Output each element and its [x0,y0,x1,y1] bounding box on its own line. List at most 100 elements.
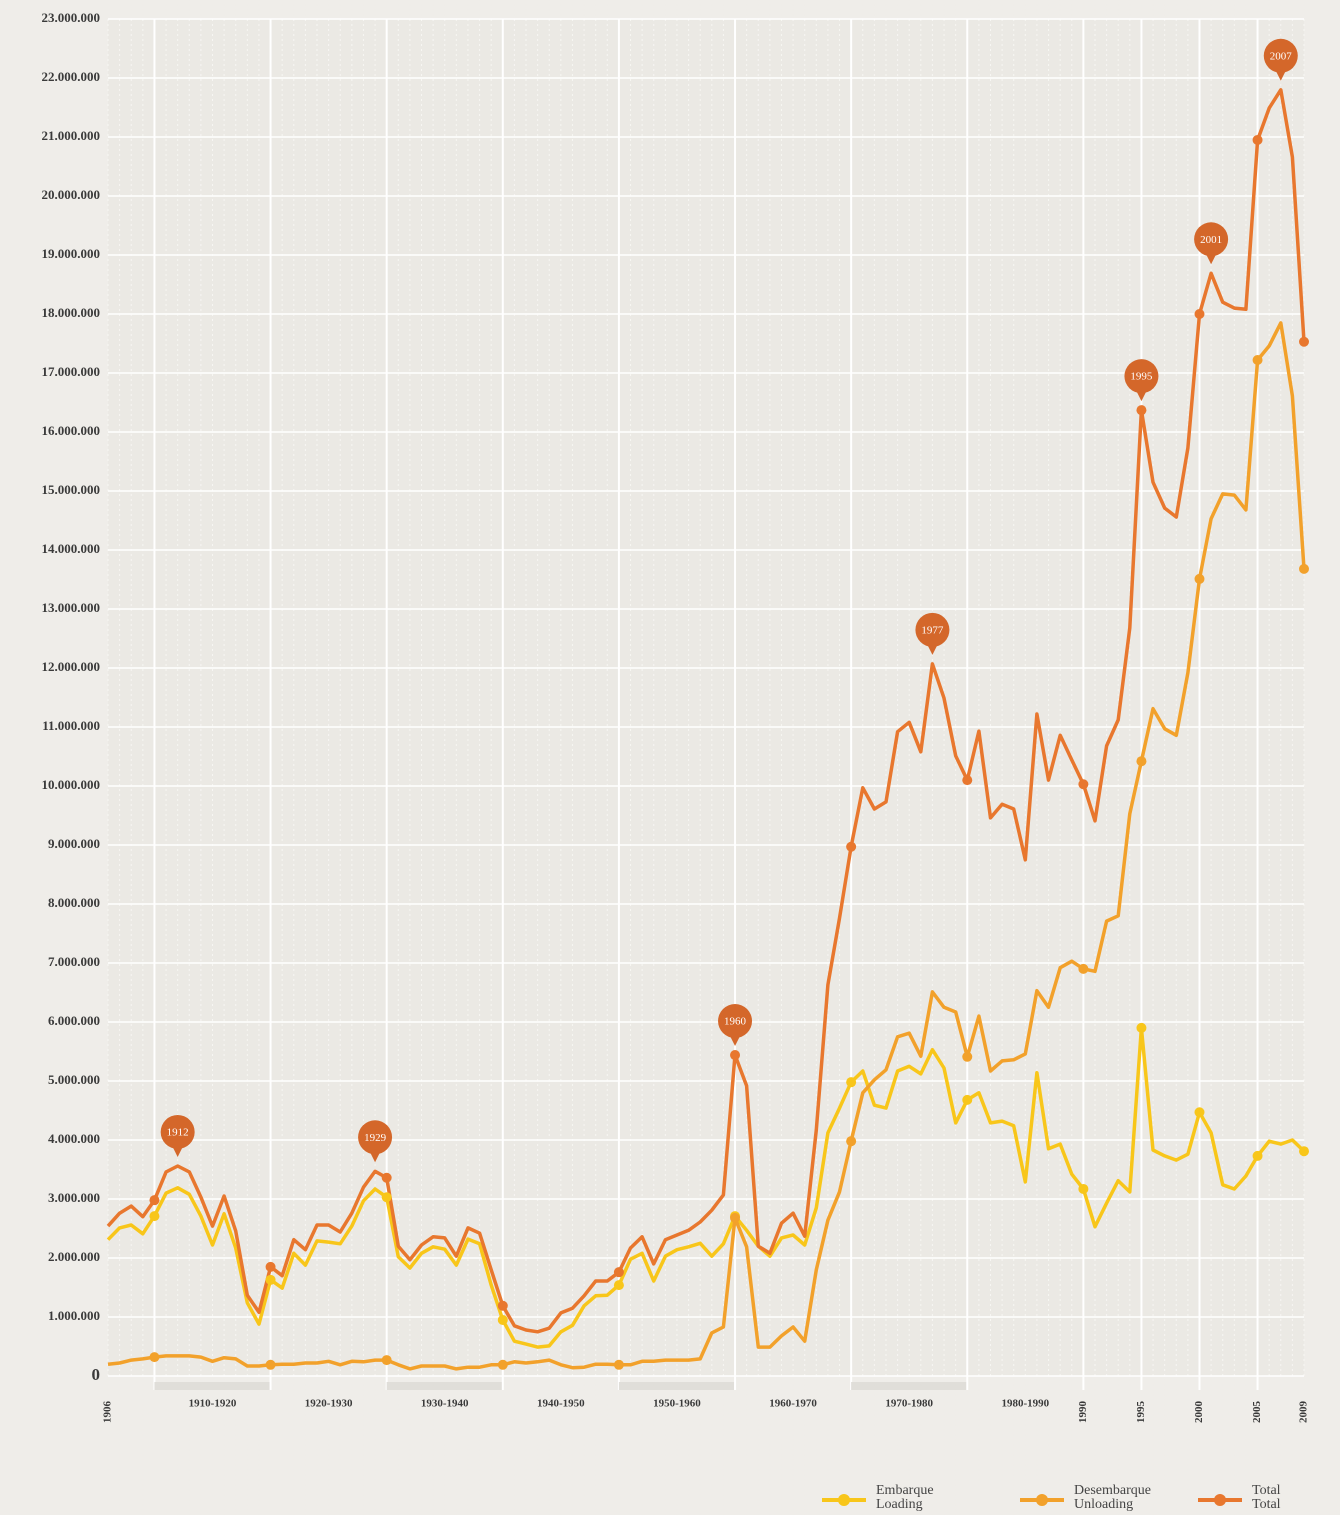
x-tick-label: 1906 [102,1401,114,1424]
annotation-label: 2001 [1200,234,1222,246]
y-tick-label: 0 [92,1365,101,1384]
y-tick-label: 12.000.000 [42,659,101,674]
data-point [149,1195,160,1206]
y-tick-label: 6.000.000 [48,1013,100,1028]
y-tick-label: 4.000.000 [48,1131,100,1146]
data-point [1136,1022,1147,1033]
y-tick-label: 2.000.000 [48,1249,100,1264]
annotation-label: 1929 [364,1132,387,1144]
data-point [497,1359,508,1370]
plot-area [108,19,1304,1376]
x-tick-label: 2005 [1251,1401,1263,1424]
data-point [1194,1107,1205,1118]
data-point [381,1355,392,1366]
data-point [1078,1183,1089,1194]
y-tick-label: 9.000.000 [48,836,100,851]
data-point [1299,336,1309,347]
y-tick-label: 19.000.000 [42,246,101,261]
data-point [497,1314,508,1325]
data-point [1078,779,1089,790]
annotation-bubble [1124,359,1159,394]
y-tick-label: 23.000.000 [42,10,101,25]
data-point [1194,573,1205,584]
annotation: 2001 [1194,222,1229,265]
series-line [107,321,1306,1371]
data-point [265,1261,276,1272]
period-band [851,1382,968,1390]
data-point [1299,563,1309,574]
data-point [265,1274,276,1285]
data-point [1252,355,1263,366]
y-tick-label: 1.000.000 [48,1308,100,1323]
data-point [846,841,857,852]
x-tick-label: 1990 [1077,1401,1089,1424]
data-point [1078,963,1089,974]
series-line [106,88,1306,1334]
annotation-bubble [1194,222,1229,257]
data-point [1252,134,1263,145]
y-tick-label: 15.000.000 [42,482,101,497]
x-tick-label: 1960-1970 [769,1398,817,1410]
x-tick-label: 1940-1950 [537,1398,585,1410]
data-point [613,1280,624,1291]
annotation: 2007 [1263,38,1298,81]
x-tick-label: 1980-1990 [1001,1398,1049,1410]
annotation: 1995 [1124,359,1159,402]
annotation-label: 1995 [1130,371,1153,383]
y-tick-label: 16.000.000 [42,423,101,438]
data-point [381,1172,392,1183]
data-point [381,1192,392,1203]
annotation: 1960 [718,1004,753,1047]
annotation-label: 1960 [724,1016,747,1028]
data-point [730,1050,741,1061]
legend-dot [1036,1494,1048,1506]
data-point [846,1136,857,1147]
data-point [962,775,973,786]
period-band [618,1382,736,1390]
annotation-bubble [358,1120,393,1155]
period-band [386,1382,503,1390]
data-point [1194,309,1205,319]
y-tick-label: 20.000.000 [42,187,101,202]
data-point [1136,405,1147,416]
x-tick-label: 1920-1930 [305,1398,353,1410]
y-tick-label: 5.000.000 [48,1072,100,1087]
legend-label: Embarque Loading [876,1483,934,1512]
data-point [149,1211,160,1222]
period-band [154,1382,271,1390]
x-tick-label: 2009 [1298,1401,1310,1424]
annotation-label: 1977 [921,624,944,636]
y-tick-label: 17.000.000 [42,364,101,379]
y-tick-label: 18.000.000 [42,305,101,320]
data-point [962,1051,973,1062]
data-point [730,1212,741,1223]
data-point [265,1359,276,1370]
y-tick-label: 21.000.000 [42,128,101,143]
y-tick-label: 13.000.000 [42,600,101,615]
data-point [1252,1150,1263,1161]
y-tick-label: 11.000.000 [42,718,100,733]
data-point [1136,756,1147,767]
data-point [613,1267,624,1278]
y-tick-label: 7.000.000 [48,954,100,969]
y-tick-label: 14.000.000 [42,541,101,556]
data-point [962,1094,973,1105]
x-tick-label: 1950-1960 [653,1398,701,1410]
x-tick-label: 1910-1920 [189,1398,237,1410]
annotation-bubble [160,1114,195,1149]
legend-label: Desembarque Unloading [1074,1483,1151,1512]
annotation-bubble [915,612,950,647]
y-tick-label: 10.000.000 [42,777,101,792]
annotation-label: 2007 [1270,50,1293,62]
annotation-bubble [1263,38,1298,73]
annotation: 1929 [358,1120,393,1163]
legend-dot [1214,1494,1226,1506]
x-tick-label: 1930-1940 [421,1398,469,1410]
x-tick-label: 2000 [1193,1401,1205,1424]
annotation: 1912 [160,1114,195,1157]
annotation-label: 1912 [167,1126,189,1138]
x-tick-label: 1970-1980 [885,1398,933,1410]
data-point [613,1359,624,1370]
